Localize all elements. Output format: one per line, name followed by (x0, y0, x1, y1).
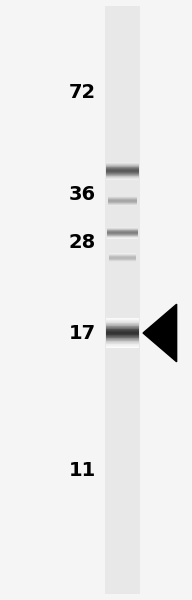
Bar (106, 323, 139, 324)
Bar (106, 322, 139, 323)
Bar (106, 326, 139, 327)
Text: 28: 28 (69, 233, 96, 253)
Bar (106, 338, 139, 339)
Bar (106, 325, 139, 326)
Bar (106, 334, 139, 335)
Bar (106, 330, 139, 331)
Text: 72: 72 (69, 83, 96, 103)
Bar (106, 347, 139, 348)
Bar (106, 343, 139, 344)
Bar (106, 340, 139, 341)
Bar (106, 344, 139, 345)
Bar (106, 320, 139, 321)
Bar (106, 342, 139, 343)
Bar (105, 6, 140, 594)
Text: 36: 36 (69, 185, 96, 205)
Text: 11: 11 (69, 461, 96, 481)
Bar (106, 335, 139, 336)
Bar (106, 318, 139, 319)
Bar (106, 319, 139, 320)
Bar (106, 329, 139, 330)
Bar (106, 339, 139, 340)
Bar (106, 346, 139, 347)
Bar (106, 337, 139, 338)
Bar (106, 321, 139, 322)
Text: 17: 17 (69, 323, 96, 343)
Polygon shape (143, 304, 177, 362)
Bar (106, 336, 139, 337)
Bar (106, 332, 139, 333)
Bar (106, 327, 139, 328)
Bar (106, 331, 139, 332)
Bar (106, 328, 139, 329)
Bar (106, 324, 139, 325)
Bar (106, 345, 139, 346)
Bar (106, 333, 139, 334)
Bar (106, 341, 139, 342)
